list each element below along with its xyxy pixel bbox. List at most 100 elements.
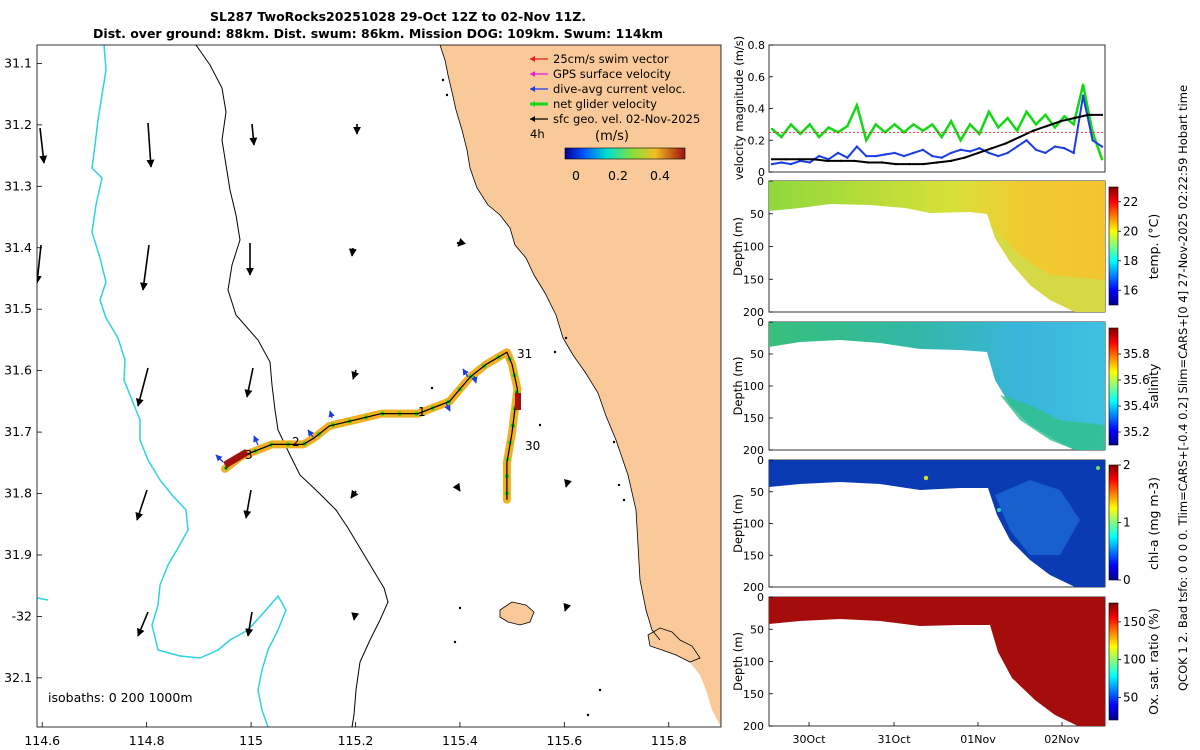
colorbar-tick: 0.2 bbox=[608, 168, 628, 183]
colorbar-tick-label: 18 bbox=[1123, 254, 1138, 268]
velocity-point bbox=[1063, 115, 1066, 118]
section-ylabel: Depth (m) bbox=[731, 217, 745, 276]
colorbar-tick-label: 2 bbox=[1123, 458, 1131, 472]
velocity-point bbox=[883, 153, 887, 156]
velocity-point bbox=[931, 123, 934, 126]
colorbar-tick: 0 bbox=[572, 168, 580, 183]
oxygen-panel bbox=[768, 596, 1106, 727]
section-y-tick: 0 bbox=[757, 591, 764, 604]
day-labels: 31 30 1 2 3 bbox=[245, 347, 540, 462]
velocity-point bbox=[1072, 123, 1075, 126]
velocity-point bbox=[1044, 151, 1047, 155]
velocity-point bbox=[789, 162, 793, 166]
map-x-tick: 114.6 bbox=[24, 733, 60, 748]
velocity-point bbox=[836, 151, 840, 155]
velocity-point bbox=[880, 161, 884, 164]
section-y-tick: 100 bbox=[743, 380, 764, 393]
section-ylabel: Depth (m) bbox=[731, 632, 745, 691]
velocity-series-line bbox=[771, 95, 1103, 166]
velocity-point bbox=[997, 154, 1000, 158]
velocity-point bbox=[827, 126, 830, 129]
map-panel: SL287 TwoRocks20251028 29-Oct 12Z to 02-… bbox=[4, 9, 722, 748]
velocity-point bbox=[865, 139, 868, 142]
section-y-tick: 150 bbox=[743, 273, 764, 286]
velocity-point bbox=[963, 156, 966, 159]
velocity-point bbox=[959, 148, 962, 151]
chl-panel bbox=[768, 459, 1106, 588]
velocity-point bbox=[846, 156, 849, 159]
velocity-point bbox=[968, 123, 972, 126]
time-tick: 31Oct bbox=[877, 733, 911, 746]
velocity-point bbox=[874, 154, 877, 158]
velocity-point bbox=[1059, 120, 1063, 123]
map-x-tick: 115.8 bbox=[651, 733, 687, 748]
map-x-axis: 114.6 114.8 115 115.2 115.4 115.6 115.8 bbox=[24, 722, 687, 748]
velocity-point bbox=[1044, 113, 1047, 117]
track-fast-segment bbox=[223, 448, 249, 469]
section-y-tick: 150 bbox=[743, 688, 764, 701]
map-y-tick: -32 bbox=[12, 608, 32, 623]
velocity-point bbox=[817, 154, 821, 158]
velocity-point bbox=[908, 162, 911, 166]
velocity-point bbox=[1063, 147, 1066, 150]
velocity-point bbox=[808, 123, 811, 126]
velocity-point bbox=[812, 158, 815, 161]
colorbar-tick-label: 16 bbox=[1123, 283, 1138, 297]
velocity-point bbox=[839, 159, 842, 163]
velocity-point bbox=[949, 159, 952, 163]
velocity-point bbox=[968, 150, 972, 153]
day-label-31: 31 bbox=[517, 347, 532, 361]
day-label-3: 3 bbox=[245, 448, 253, 462]
legend-label: dive-avg current veloc. bbox=[553, 82, 686, 96]
colorbar-label: Ox. sat. ratio (%) bbox=[1146, 608, 1161, 715]
section-y-tick: 50 bbox=[750, 208, 764, 221]
velocity-point bbox=[893, 151, 896, 155]
velocity-y-tick: 0.6 bbox=[748, 71, 766, 84]
velocity-point bbox=[784, 158, 787, 161]
section-y-tick: 200 bbox=[743, 720, 764, 733]
velocity-point bbox=[1025, 110, 1028, 113]
map-y-tick: 31.2 bbox=[4, 117, 32, 132]
colorbar-tick-label: 35.8 bbox=[1123, 347, 1150, 361]
colorbar-unit: (m/s) bbox=[595, 129, 629, 144]
velocity-point bbox=[1072, 151, 1075, 155]
salinity-section bbox=[769, 322, 1105, 450]
map-x-tick: 114.8 bbox=[129, 733, 165, 748]
velocity-point bbox=[1025, 139, 1028, 142]
colorbar-label: salinity bbox=[1146, 363, 1161, 408]
map-x-tick: 115.4 bbox=[442, 733, 478, 748]
map-title-line1: SL287 TwoRocks20251028 29-Oct 12Z to 02-… bbox=[210, 9, 586, 24]
velocity-panel: 0 0.2 0.4 0.6 0.8 velocity magnitude (m/s) bbox=[732, 36, 1106, 180]
velocity-point bbox=[1045, 124, 1049, 128]
velocity-point bbox=[893, 123, 896, 126]
velocity-point bbox=[1032, 129, 1035, 132]
isobath-1000m bbox=[91, 45, 287, 727]
legend-label: net glider velocity bbox=[553, 97, 657, 111]
section-ylabel: Depth (m) bbox=[731, 357, 745, 416]
side-caption: QCOK 1 2. Bad tsfo: 0 0 0 0. Tlim=CARS+[… bbox=[1176, 85, 1190, 691]
map-x-tick: 115.2 bbox=[338, 733, 374, 748]
velocity-point bbox=[1018, 135, 1021, 139]
velocity-point bbox=[780, 135, 783, 139]
map-title-line2: Dist. over ground: 88km. Dist. swum: 86k… bbox=[93, 26, 663, 41]
velocity-point bbox=[855, 145, 859, 148]
velocity-point bbox=[949, 151, 953, 155]
salinity-panel bbox=[768, 321, 1106, 451]
velocity-point bbox=[940, 135, 943, 139]
velocity-point bbox=[1034, 123, 1038, 126]
time-tick: 01Nov bbox=[960, 733, 996, 746]
velocity-point bbox=[1081, 83, 1085, 86]
velocity-point bbox=[959, 139, 962, 142]
map-x-tick: 115.6 bbox=[546, 733, 582, 748]
velocity-point bbox=[1006, 116, 1009, 120]
velocity-series bbox=[769, 83, 1105, 166]
colorbars bbox=[1108, 186, 1119, 721]
velocity-point bbox=[1006, 151, 1009, 155]
velocity-point bbox=[894, 162, 897, 166]
colorbar-tick-label: 50 bbox=[1123, 690, 1138, 704]
colorbar-tick-label: 35.6 bbox=[1123, 373, 1150, 387]
velocity-point bbox=[978, 132, 981, 136]
velocity-point bbox=[789, 123, 793, 126]
